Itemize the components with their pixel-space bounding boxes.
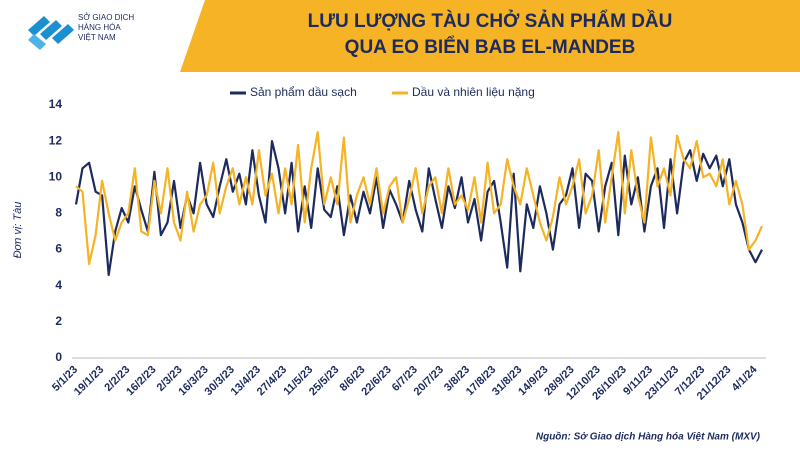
logo-text: SỞ GIAO DỊCH [78,13,134,22]
series-line [74,140,763,276]
logo [28,16,74,50]
y-tick-label: 6 [55,242,62,256]
y-tick-label: 2 [55,314,62,328]
y-tick-label: 10 [49,169,63,183]
logo-text: HÀNG HÓA [78,23,121,32]
chart-subtitle: QUA EO BIỂN BAB EL-MANDEB [345,36,636,58]
y-axis-label: Đơn vị: Tàu [12,202,24,259]
title-banner [180,0,800,72]
series-line [75,131,764,266]
chart-title: LƯU LƯỢNG TÀU CHỞ SẢN PHẨM DẦU [308,10,673,32]
logo-text: VIỆT NAM [78,33,116,42]
y-tick-label: 4 [55,278,62,292]
y-tick-label: 12 [49,133,63,147]
y-tick-label: 8 [55,206,62,220]
source-note: Nguồn: Sở Giao dịch Hàng hóa Việt Nam (M… [536,431,761,443]
legend-label: Dầu và nhiên liệu nặng [412,85,535,99]
y-tick-label: 0 [55,350,62,364]
legend-label: Sản phẩm dầu sạch [250,85,357,99]
y-tick-label: 14 [49,97,63,111]
